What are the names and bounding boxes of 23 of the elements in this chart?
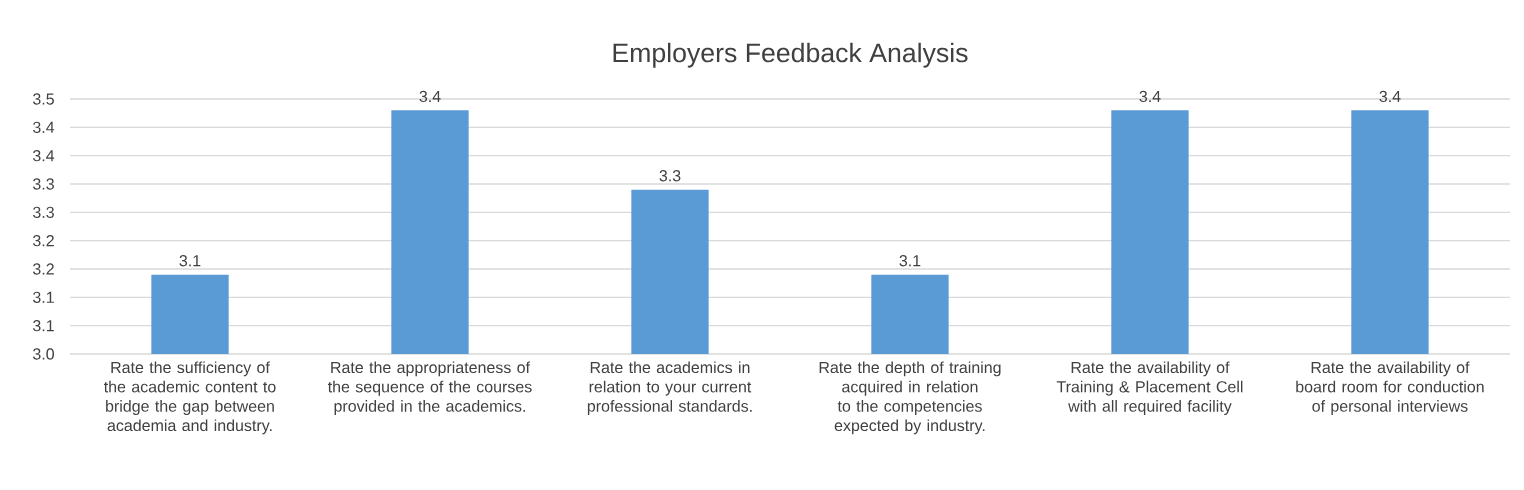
x-tick-label: Rate the availability of Training & Placement Cell with all required facility — [1056, 361, 1243, 415]
y-tick-label: 3.3 — [32, 178, 54, 190]
y-tick-label: 3.4 — [32, 121, 55, 133]
chart-title: Employers Feedback Analysis — [613, 42, 968, 68]
y-tick-label: 3.2 — [32, 263, 54, 275]
y-tick-label: 3.3 — [32, 206, 54, 218]
y-tick-label: 3.4 — [32, 150, 55, 162]
data-label: 3.4 — [419, 90, 441, 103]
x-tick-label: Rate the availability of board room for conduction of personal interviews — [1296, 361, 1484, 415]
data-label: 3.1 — [899, 255, 921, 267]
y-tick-label: 3.5 — [32, 93, 54, 105]
data-label: 3.4 — [1139, 90, 1161, 103]
data-label: 3.3 — [659, 170, 681, 182]
y-tick-label: 3.2 — [32, 235, 54, 247]
x-tick-label: Rate the sufficiency of the academic content to bridge the gap between academia and industry. — [103, 361, 276, 435]
data-label: 3.1 — [179, 255, 201, 267]
x-tick-label: Rate the academics in relation to your current professional standards. — [587, 361, 752, 415]
y-tick-label: 3.1 — [32, 291, 54, 303]
y-tick-label: 3.0 — [32, 348, 55, 360]
y-tick-label: 3.1 — [32, 320, 54, 332]
x-tick-label: Rate the depth of training acquired in relation to the competencies expected by industry. — [819, 361, 1001, 435]
data-label: 3.4 — [1379, 90, 1401, 103]
x-tick-label: Rate the appropriateness of the sequence of the courses provided in the academics. — [327, 361, 532, 415]
